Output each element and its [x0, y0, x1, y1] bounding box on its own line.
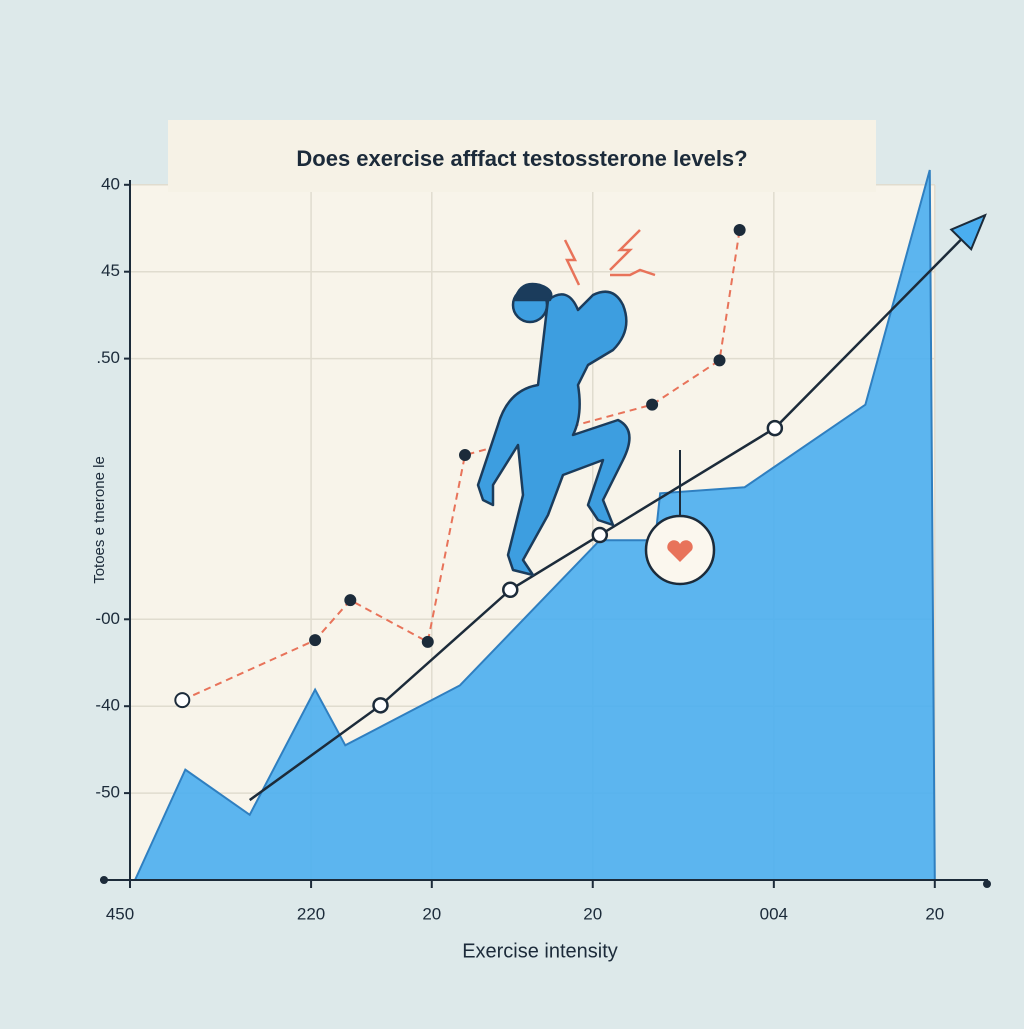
chart-title: Does exercise afffact testossterone leve… [296, 146, 747, 171]
arrow-head [949, 213, 987, 252]
y-tick-label: 40 [101, 174, 120, 193]
y-axis-label: Totoes e tnerone le [91, 456, 108, 584]
heart [667, 540, 693, 562]
line [248, 214, 986, 802]
dot [733, 223, 746, 236]
x-tick-label: 20 [925, 904, 944, 923]
y-tick-label: -50 [95, 783, 120, 802]
axis-dot [983, 880, 991, 888]
lightning [563, 229, 656, 286]
dot [309, 634, 322, 647]
marks [133, 169, 987, 881]
dot [174, 692, 191, 709]
x-tick-label: 004 [760, 904, 788, 923]
dot [458, 449, 471, 462]
y-tick-label: -40 [95, 696, 120, 715]
x-tick-label: 20 [583, 904, 602, 923]
dot [421, 635, 434, 648]
marker [591, 526, 609, 544]
marker [372, 697, 389, 714]
title-box [168, 120, 876, 192]
y-tick-label: -00 [95, 609, 120, 628]
dot [713, 354, 726, 367]
x-tick-label: 220 [297, 904, 325, 923]
axis-dot [100, 876, 108, 884]
x-tick-label: 20 [422, 904, 441, 923]
y-tick-label: .50 [96, 348, 120, 367]
x-axis-label: Exercise intensity [462, 940, 618, 962]
figure [476, 282, 631, 577]
dot [344, 594, 357, 607]
marker [766, 419, 784, 437]
marker [502, 581, 519, 599]
area [133, 169, 936, 881]
dot [646, 398, 659, 411]
y-tick-label: 45 [101, 261, 120, 280]
x-tick-label: 450 [106, 904, 134, 923]
dashed-line [181, 229, 741, 702]
